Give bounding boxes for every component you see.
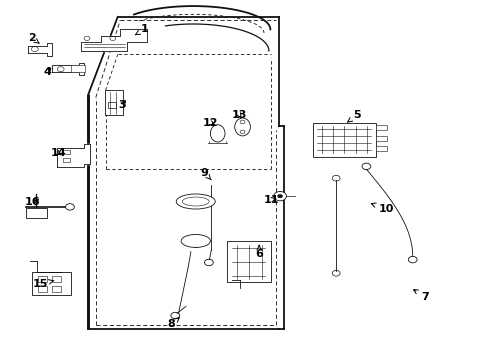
Text: 10: 10 bbox=[370, 203, 393, 214]
Text: 3: 3 bbox=[119, 100, 126, 110]
Text: 11: 11 bbox=[263, 195, 279, 205]
Polygon shape bbox=[52, 63, 83, 75]
Text: 13: 13 bbox=[231, 111, 247, 121]
FancyBboxPatch shape bbox=[26, 208, 46, 218]
FancyBboxPatch shape bbox=[375, 146, 386, 151]
Circle shape bbox=[277, 194, 282, 198]
FancyBboxPatch shape bbox=[32, 272, 71, 296]
FancyBboxPatch shape bbox=[227, 241, 271, 282]
Ellipse shape bbox=[234, 118, 250, 136]
Ellipse shape bbox=[210, 125, 224, 142]
Text: 4: 4 bbox=[43, 67, 51, 77]
FancyBboxPatch shape bbox=[312, 123, 375, 157]
Text: 7: 7 bbox=[413, 289, 428, 302]
Text: 8: 8 bbox=[167, 318, 179, 329]
Text: 16: 16 bbox=[24, 197, 40, 207]
Text: 6: 6 bbox=[255, 246, 263, 258]
Text: 2: 2 bbox=[28, 33, 39, 43]
Text: 9: 9 bbox=[200, 168, 211, 180]
Text: 14: 14 bbox=[50, 148, 66, 158]
FancyBboxPatch shape bbox=[375, 135, 386, 140]
Polygon shape bbox=[57, 144, 90, 167]
FancyBboxPatch shape bbox=[104, 90, 123, 116]
Circle shape bbox=[65, 204, 74, 210]
Ellipse shape bbox=[176, 194, 215, 209]
FancyBboxPatch shape bbox=[375, 125, 386, 130]
Circle shape bbox=[273, 192, 286, 201]
Polygon shape bbox=[81, 30, 147, 51]
Polygon shape bbox=[27, 42, 52, 55]
Text: 15: 15 bbox=[33, 279, 54, 289]
Text: 5: 5 bbox=[347, 111, 360, 122]
FancyBboxPatch shape bbox=[71, 64, 85, 72]
Text: 12: 12 bbox=[202, 118, 218, 128]
Text: 1: 1 bbox=[135, 24, 148, 35]
